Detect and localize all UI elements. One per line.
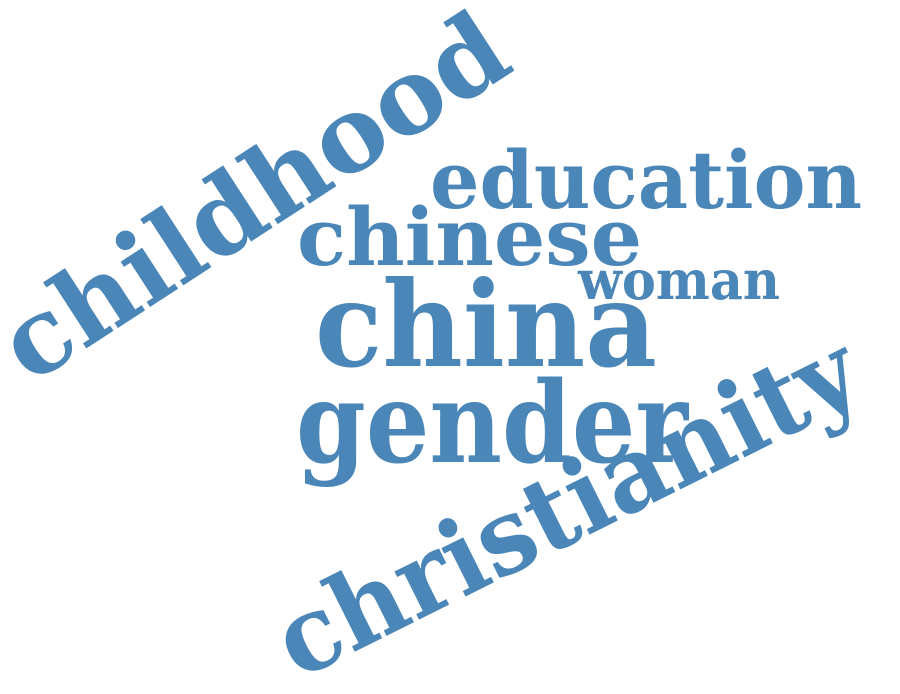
word-gender: gender	[296, 358, 690, 489]
word-woman: woman	[577, 248, 780, 312]
word-chinese: chinese	[297, 190, 642, 284]
word-education: education	[430, 133, 862, 227]
word-china: china	[315, 255, 657, 394]
